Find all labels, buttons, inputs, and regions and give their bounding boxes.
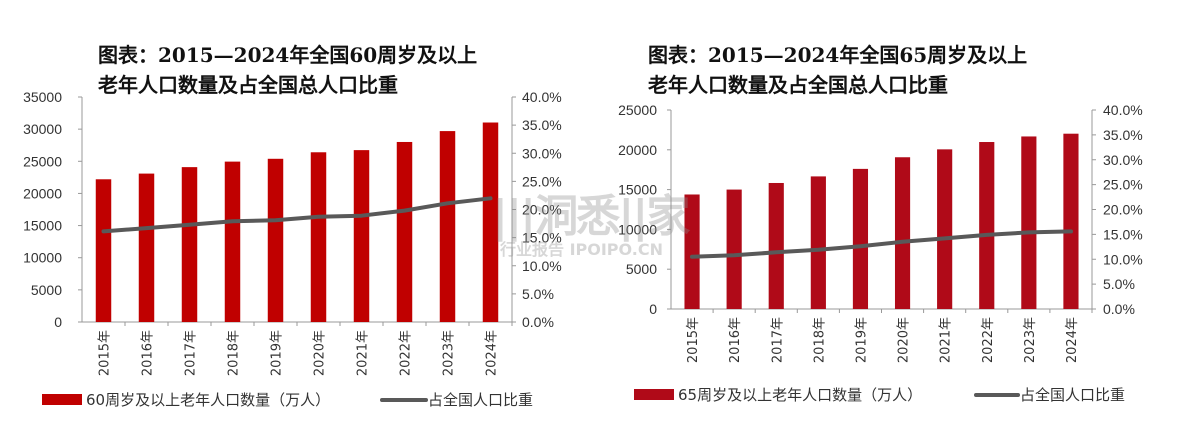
bar — [1021, 136, 1037, 309]
chart1-title: 图表：2015—2024年全国60周岁及以上 老年人口数量及占全国总人口比重 — [98, 43, 478, 97]
right-tick-label: 0.0% — [522, 314, 554, 330]
category-label: 2023年 — [1023, 317, 1038, 363]
left-tick-label: 20000 — [23, 185, 62, 201]
right-tick-label: 20.0% — [522, 202, 562, 218]
bar — [439, 131, 456, 322]
bar — [894, 157, 911, 309]
left-tick-label: 25000 — [618, 102, 657, 118]
category-label: 2022年 — [399, 330, 414, 376]
bar — [396, 141, 413, 322]
category-label: 2019年 — [270, 330, 285, 376]
category-label: 2021年 — [939, 317, 954, 363]
bar — [224, 161, 241, 322]
right-tick-label: 20.0% — [1103, 202, 1143, 218]
left-tick-label: 10000 — [618, 221, 657, 237]
chart-2: 0 5000 10000 15000 20000 25000 0.0% 5.0% 10.0% 15… — [618, 102, 1143, 404]
left-tick-label: 25000 — [23, 153, 62, 169]
right-tick-label: 25.0% — [522, 173, 562, 189]
bar — [684, 194, 700, 309]
right-tick-label: 30.0% — [1103, 152, 1143, 168]
category-label: 2017年 — [184, 330, 199, 376]
category-label: 2017年 — [770, 317, 785, 363]
category-label: 2020年 — [313, 330, 328, 376]
right-tick-label: 15.0% — [522, 230, 562, 246]
legend-bar-label: 65周岁及以上老年人口数量（万人） — [678, 386, 922, 404]
right-tick-label: 30.0% — [522, 145, 562, 161]
right-tick-label: 10.0% — [1103, 251, 1143, 267]
bar — [852, 168, 869, 309]
right-tick-label: 5.0% — [1103, 276, 1135, 292]
legend-bar-swatch — [634, 389, 674, 400]
bar — [810, 176, 826, 309]
bar — [937, 149, 953, 309]
bar — [768, 182, 784, 309]
left-tick-label: 35000 — [23, 89, 62, 105]
bar — [138, 173, 155, 322]
category-label: 2024年 — [485, 330, 500, 376]
bar — [1063, 133, 1079, 309]
category-label: 2016年 — [141, 330, 156, 376]
right-tick-label: 25.0% — [1103, 177, 1143, 193]
left-tick-label: 15000 — [23, 218, 62, 234]
left-tick-label: 0 — [649, 301, 657, 317]
right-tick-label: 15.0% — [1103, 226, 1143, 242]
watermark-text: 行业报告 IPOIPO.CN — [500, 240, 663, 259]
left-tick-label: 5000 — [626, 261, 657, 277]
category-label: 2024年 — [1065, 317, 1080, 363]
category-label: 2018年 — [812, 317, 827, 363]
legend-line-label: 占全国人口比重 — [428, 391, 533, 409]
bar — [310, 152, 327, 322]
bar — [726, 189, 742, 309]
category-label: 2022年 — [981, 317, 996, 363]
category-label: 2023年 — [442, 330, 457, 376]
right-tick-label: 40.0% — [1103, 102, 1143, 118]
chart2-title: 图表：2015—2024年全国65周岁及以上 老年人口数量及占全国总人口比重 — [648, 43, 1028, 97]
chart-1: 0 5000 10000 15000 20000 25000 30000 35000 0.0% 5… — [23, 89, 562, 409]
legend-line-label: 占全国人口比重 — [1020, 386, 1125, 404]
left-tick-label: 20000 — [618, 142, 657, 158]
left-tick-label: 0 — [54, 314, 62, 330]
right-tick-label: 40.0% — [522, 89, 562, 105]
right-tick-label: 0.0% — [1103, 301, 1135, 317]
ratio-line — [101, 196, 493, 234]
category-label: 2018年 — [227, 330, 242, 376]
right-tick-label: 35.0% — [522, 117, 562, 133]
bar — [482, 122, 499, 322]
left-tick-label: 15000 — [618, 182, 657, 198]
category-label: 2021年 — [356, 330, 371, 376]
legend-bar-label: 60周岁及以上老年人口数量（万人） — [86, 391, 330, 409]
bar — [267, 158, 284, 322]
legend-bar-swatch — [42, 394, 82, 405]
category-label: 2016年 — [728, 317, 743, 363]
right-tick-label: 35.0% — [1103, 127, 1143, 143]
left-tick-label: 5000 — [31, 282, 62, 298]
watermark-logo: |||洞悉||家 — [492, 191, 690, 242]
bar — [95, 179, 112, 322]
bar — [979, 142, 995, 309]
category-label: 2015年 — [686, 317, 701, 363]
right-tick-label: 10.0% — [522, 258, 562, 274]
bar — [353, 150, 370, 322]
ratio-line — [690, 229, 1073, 259]
category-label: 2020年 — [897, 317, 912, 363]
left-tick-label: 30000 — [23, 121, 62, 137]
bar — [181, 167, 198, 322]
right-tick-label: 5.0% — [522, 286, 554, 302]
category-label: 2015年 — [98, 330, 113, 376]
category-label: 2019年 — [854, 317, 869, 363]
left-tick-label: 10000 — [23, 250, 62, 266]
